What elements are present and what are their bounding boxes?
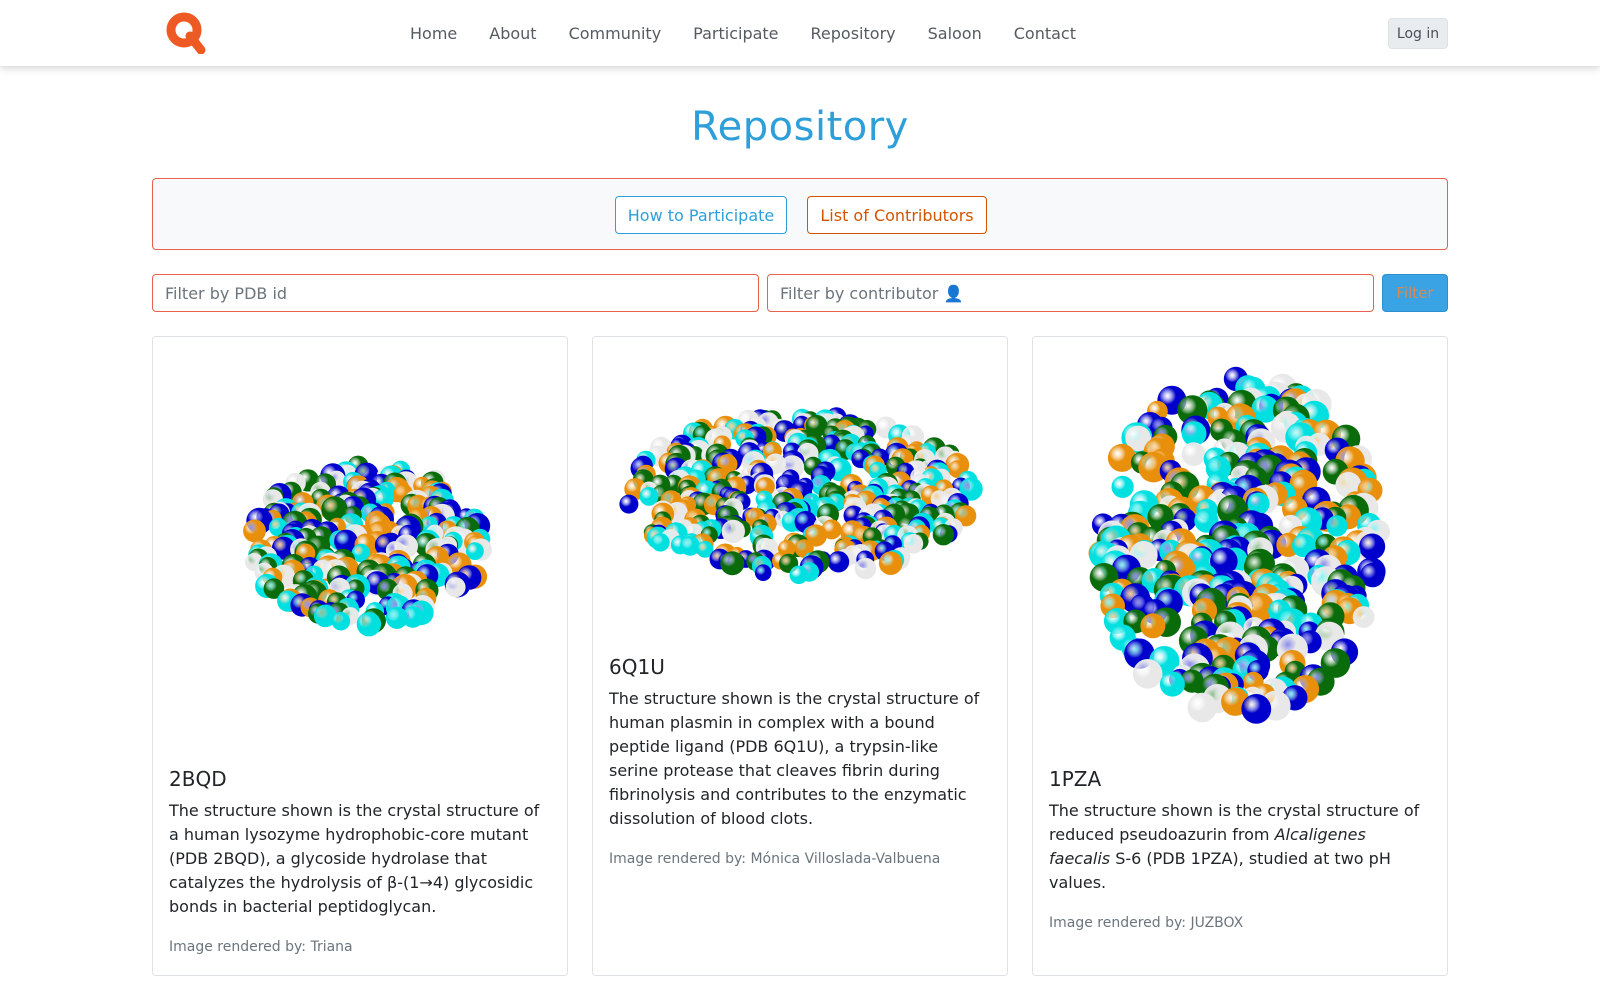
protein-image-1pza	[1088, 366, 1390, 724]
contributor-filter-input[interactable]	[767, 274, 1374, 312]
credit-prefix: Image rendered by:	[1049, 915, 1186, 931]
atom-sphere	[1247, 492, 1270, 515]
atom-sphere	[1359, 533, 1386, 560]
atom-sphere	[789, 565, 809, 585]
atom-sphere	[696, 541, 714, 558]
card-credit: Image rendered by: Mónica Villoslada-Val…	[609, 851, 940, 867]
atom-sphere	[1111, 475, 1134, 498]
atom-sphere	[1292, 533, 1316, 558]
atom-sphere	[959, 477, 983, 501]
atom-sphere	[1251, 395, 1279, 423]
atom-sphere	[243, 519, 266, 543]
nav-contact[interactable]: Contact	[1013, 23, 1076, 43]
nav-participate[interactable]: Participate	[693, 23, 779, 43]
atom-sphere	[356, 612, 382, 637]
action-panel: How to Participate List of Contributors	[152, 178, 1448, 250]
atom-sphere	[1159, 671, 1185, 697]
nav-repository[interactable]: Repository	[810, 23, 896, 43]
login-button[interactable]: Log in	[1388, 18, 1448, 49]
atom-sphere	[1125, 425, 1151, 452]
credit-prefix: Image rendered by:	[169, 939, 306, 955]
atom-sphere	[271, 536, 296, 560]
atom-sphere	[804, 524, 827, 547]
atom-sphere	[1181, 442, 1206, 466]
nav-home[interactable]: Home	[410, 23, 458, 43]
credit-name: Mónica Villoslada-Valbuena	[750, 851, 941, 867]
credit-name: Triana	[310, 939, 353, 955]
atom-sphere	[932, 524, 955, 546]
atom-sphere	[1181, 421, 1207, 446]
card-description: The structure shown is the crystal struc…	[169, 801, 540, 916]
atom-sphere	[334, 529, 358, 554]
atom-sphere	[827, 551, 850, 573]
atom-sphere	[1241, 694, 1272, 724]
q-logo-icon	[166, 12, 206, 55]
atom-sphere	[351, 543, 371, 563]
atom-sphere	[680, 536, 700, 556]
atom-sphere	[313, 604, 337, 628]
atom-sphere	[903, 534, 924, 554]
how-to-participate-button[interactable]: How to Participate	[615, 196, 787, 234]
card-title: 6Q1U	[609, 655, 665, 679]
atom-sphere	[1132, 659, 1163, 689]
card-credit: Image rendered by: Triana	[169, 939, 353, 955]
credit-name: JUZBOX	[1190, 915, 1244, 931]
structure-card-1pza: 1PZA The structure shown is the crystal …	[1032, 336, 1448, 976]
atom-sphere	[1360, 562, 1385, 588]
species-name: Alcaligenes faecalis	[1049, 825, 1366, 868]
site-logo[interactable]	[166, 12, 206, 55]
atom-sphere	[754, 564, 772, 581]
atom-sphere	[321, 496, 348, 523]
nav-community[interactable]: Community	[568, 23, 662, 43]
card-credit: Image rendered by: JUZBOX	[1049, 915, 1243, 931]
nav-about[interactable]: About	[489, 23, 537, 43]
atom-sphere	[263, 578, 285, 599]
atom-sphere	[878, 551, 903, 575]
filter-button[interactable]: Filter	[1382, 274, 1448, 312]
atom-sphere	[1140, 613, 1166, 639]
atom-sphere	[1107, 443, 1136, 472]
protein-image-6q1u	[619, 407, 983, 585]
atom-sphere	[639, 487, 659, 506]
structure-card-6q1u: 6Q1U The structure shown is the crystal …	[592, 336, 1008, 976]
atom-sphere	[955, 505, 977, 527]
description-text: S-6 (PDB 1PZA), studied at two pH values…	[1049, 849, 1391, 892]
navbar: Home About Community Participate Reposit…	[0, 0, 1600, 66]
atom-sphere	[1187, 692, 1217, 723]
atom-sphere	[720, 551, 745, 576]
card-description: The structure shown is the crystal struc…	[609, 689, 980, 828]
nav-saloon[interactable]: Saloon	[927, 23, 982, 43]
atom-sphere	[402, 606, 424, 628]
atom-sphere	[1180, 669, 1204, 693]
credit-prefix: Image rendered by:	[609, 851, 746, 867]
atom-sphere	[854, 557, 877, 580]
card-title: 2BQD	[169, 767, 227, 791]
atom-sphere	[1210, 547, 1238, 575]
description-text: The structure shown is the crystal struc…	[1049, 801, 1420, 844]
list-of-contributors-button[interactable]: List of Contributors	[807, 196, 987, 234]
atom-sphere	[385, 606, 408, 629]
card-description: The structure shown is the crystal struc…	[1049, 799, 1429, 895]
atom-sphere	[1326, 515, 1348, 537]
page-title: Repository	[691, 104, 909, 150]
pdb-id-filter-input[interactable]	[152, 274, 759, 312]
protein-image-2bqd	[243, 455, 492, 637]
atom-sphere	[331, 611, 351, 631]
card-title: 1PZA	[1049, 767, 1102, 791]
atom-sphere	[721, 519, 745, 544]
atom-sphere	[445, 577, 466, 598]
atom-sphere	[619, 494, 639, 514]
atom-sphere	[1352, 606, 1375, 628]
main-nav: Home About Community Participate Reposit…	[410, 0, 1108, 66]
atom-sphere	[466, 542, 484, 561]
atom-sphere	[805, 414, 828, 437]
atom-sphere	[651, 533, 670, 552]
structure-card-2bqd: 2BQD The structure shown is the crystal …	[152, 336, 568, 976]
